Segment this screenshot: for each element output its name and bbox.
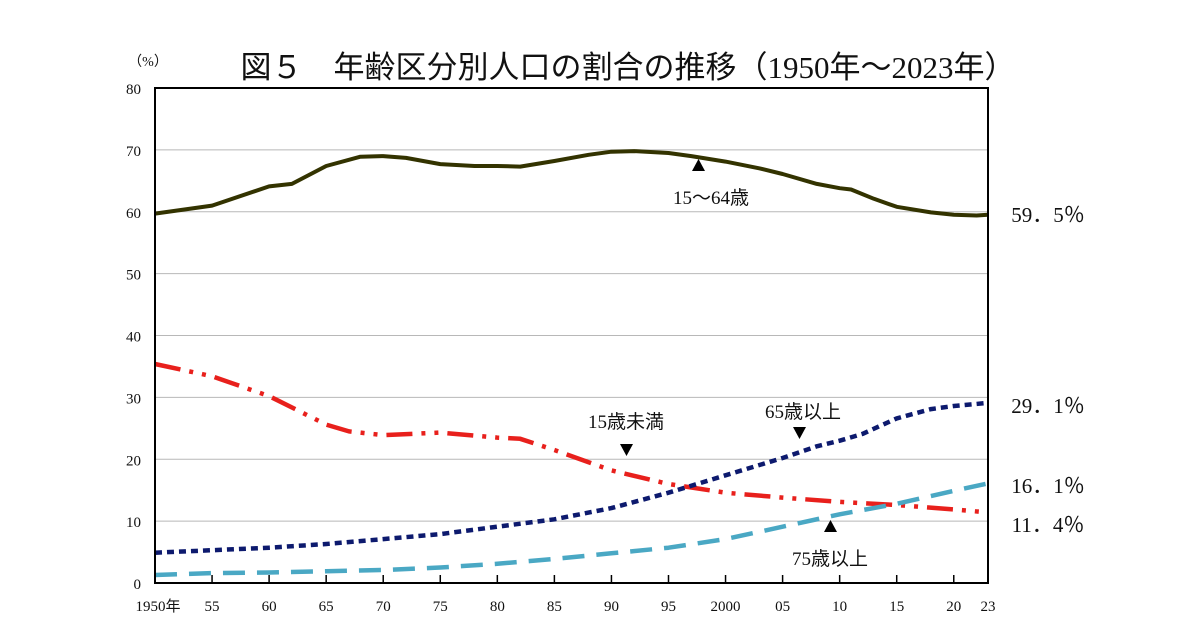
annotation-label: 15～64歳 [673, 187, 749, 209]
y-tick-label: 10 [126, 515, 141, 531]
y-tick-label: 50 [126, 268, 141, 284]
end-labels: 59．5％ 11．4％ 29．1％ 16．1％ [1011, 203, 1085, 537]
x-tick-label: 23 [981, 599, 996, 615]
end-value-label: 11．4％ [1012, 513, 1085, 537]
triangle-up-marker [692, 159, 705, 171]
x-tick-label: 85 [547, 599, 562, 615]
end-value-label: 29．1％ [1011, 394, 1085, 418]
y-tick-label: 30 [126, 391, 141, 407]
x-tick-label: 90 [604, 599, 619, 615]
annotation-label: 15歳未満 [588, 411, 664, 433]
y-tick-label: 20 [126, 453, 141, 469]
annotation-under-15: 15歳未満 [588, 411, 664, 456]
y-tick-label: 60 [126, 206, 141, 222]
x-tick-label: 95 [661, 599, 676, 615]
annotation-15-64: 15～64歳 [673, 159, 749, 209]
end-value-label: 59．5％ [1011, 203, 1085, 227]
triangle-down-marker [620, 444, 633, 456]
x-tick-label: 05 [775, 599, 790, 615]
x-tick-label: 70 [376, 599, 391, 615]
end-value-label: 16．1％ [1011, 474, 1085, 498]
x-tick-label: 2000 [711, 599, 741, 615]
chart-title: 図５ 年齢区分別人口の割合の推移（1950年～2023年） [241, 50, 1016, 85]
y-tick-label: 70 [126, 144, 141, 160]
annotation-75-plus: 75歳以上 [792, 520, 868, 570]
x-tick-label: 75 [433, 599, 448, 615]
plot-frame [154, 87, 989, 584]
x-tick-label: 20 [946, 599, 961, 615]
x-tick-label: 55 [205, 599, 220, 615]
x-tick-label: 65 [319, 599, 334, 615]
triangle-up-marker [824, 520, 837, 532]
y-axis-unit: （%） [128, 54, 168, 70]
annotation-65-plus: 65歳以上 [765, 401, 841, 439]
x-tick-label: 1950年 [135, 598, 180, 615]
x-tick-label: 15 [889, 599, 904, 615]
x-tick-label: 10 [832, 599, 847, 615]
y-tick-label: 80 [126, 82, 141, 98]
series-line-3 [154, 481, 989, 578]
y-tick-label: 40 [126, 330, 141, 346]
triangle-down-marker [793, 427, 806, 439]
gridlines [155, 149, 988, 522]
x-tick-labels: 1950年 55 60 65 70 75 80 85 90 95 2000 05 10 15 20 23 [135, 575, 996, 615]
y-tick-label: 0 [134, 577, 142, 593]
x-tick-label: 80 [490, 599, 505, 615]
series-line-1 [154, 361, 989, 515]
series-line-0 [154, 149, 989, 218]
x-tick-label: 60 [262, 599, 277, 615]
series-lines [154, 149, 989, 578]
annotation-label: 75歳以上 [792, 548, 868, 570]
annotation-label: 65歳以上 [765, 401, 841, 423]
series-line-2 [154, 400, 989, 555]
y-tick-labels: 0 10 20 30 40 50 60 70 80 [126, 82, 141, 593]
